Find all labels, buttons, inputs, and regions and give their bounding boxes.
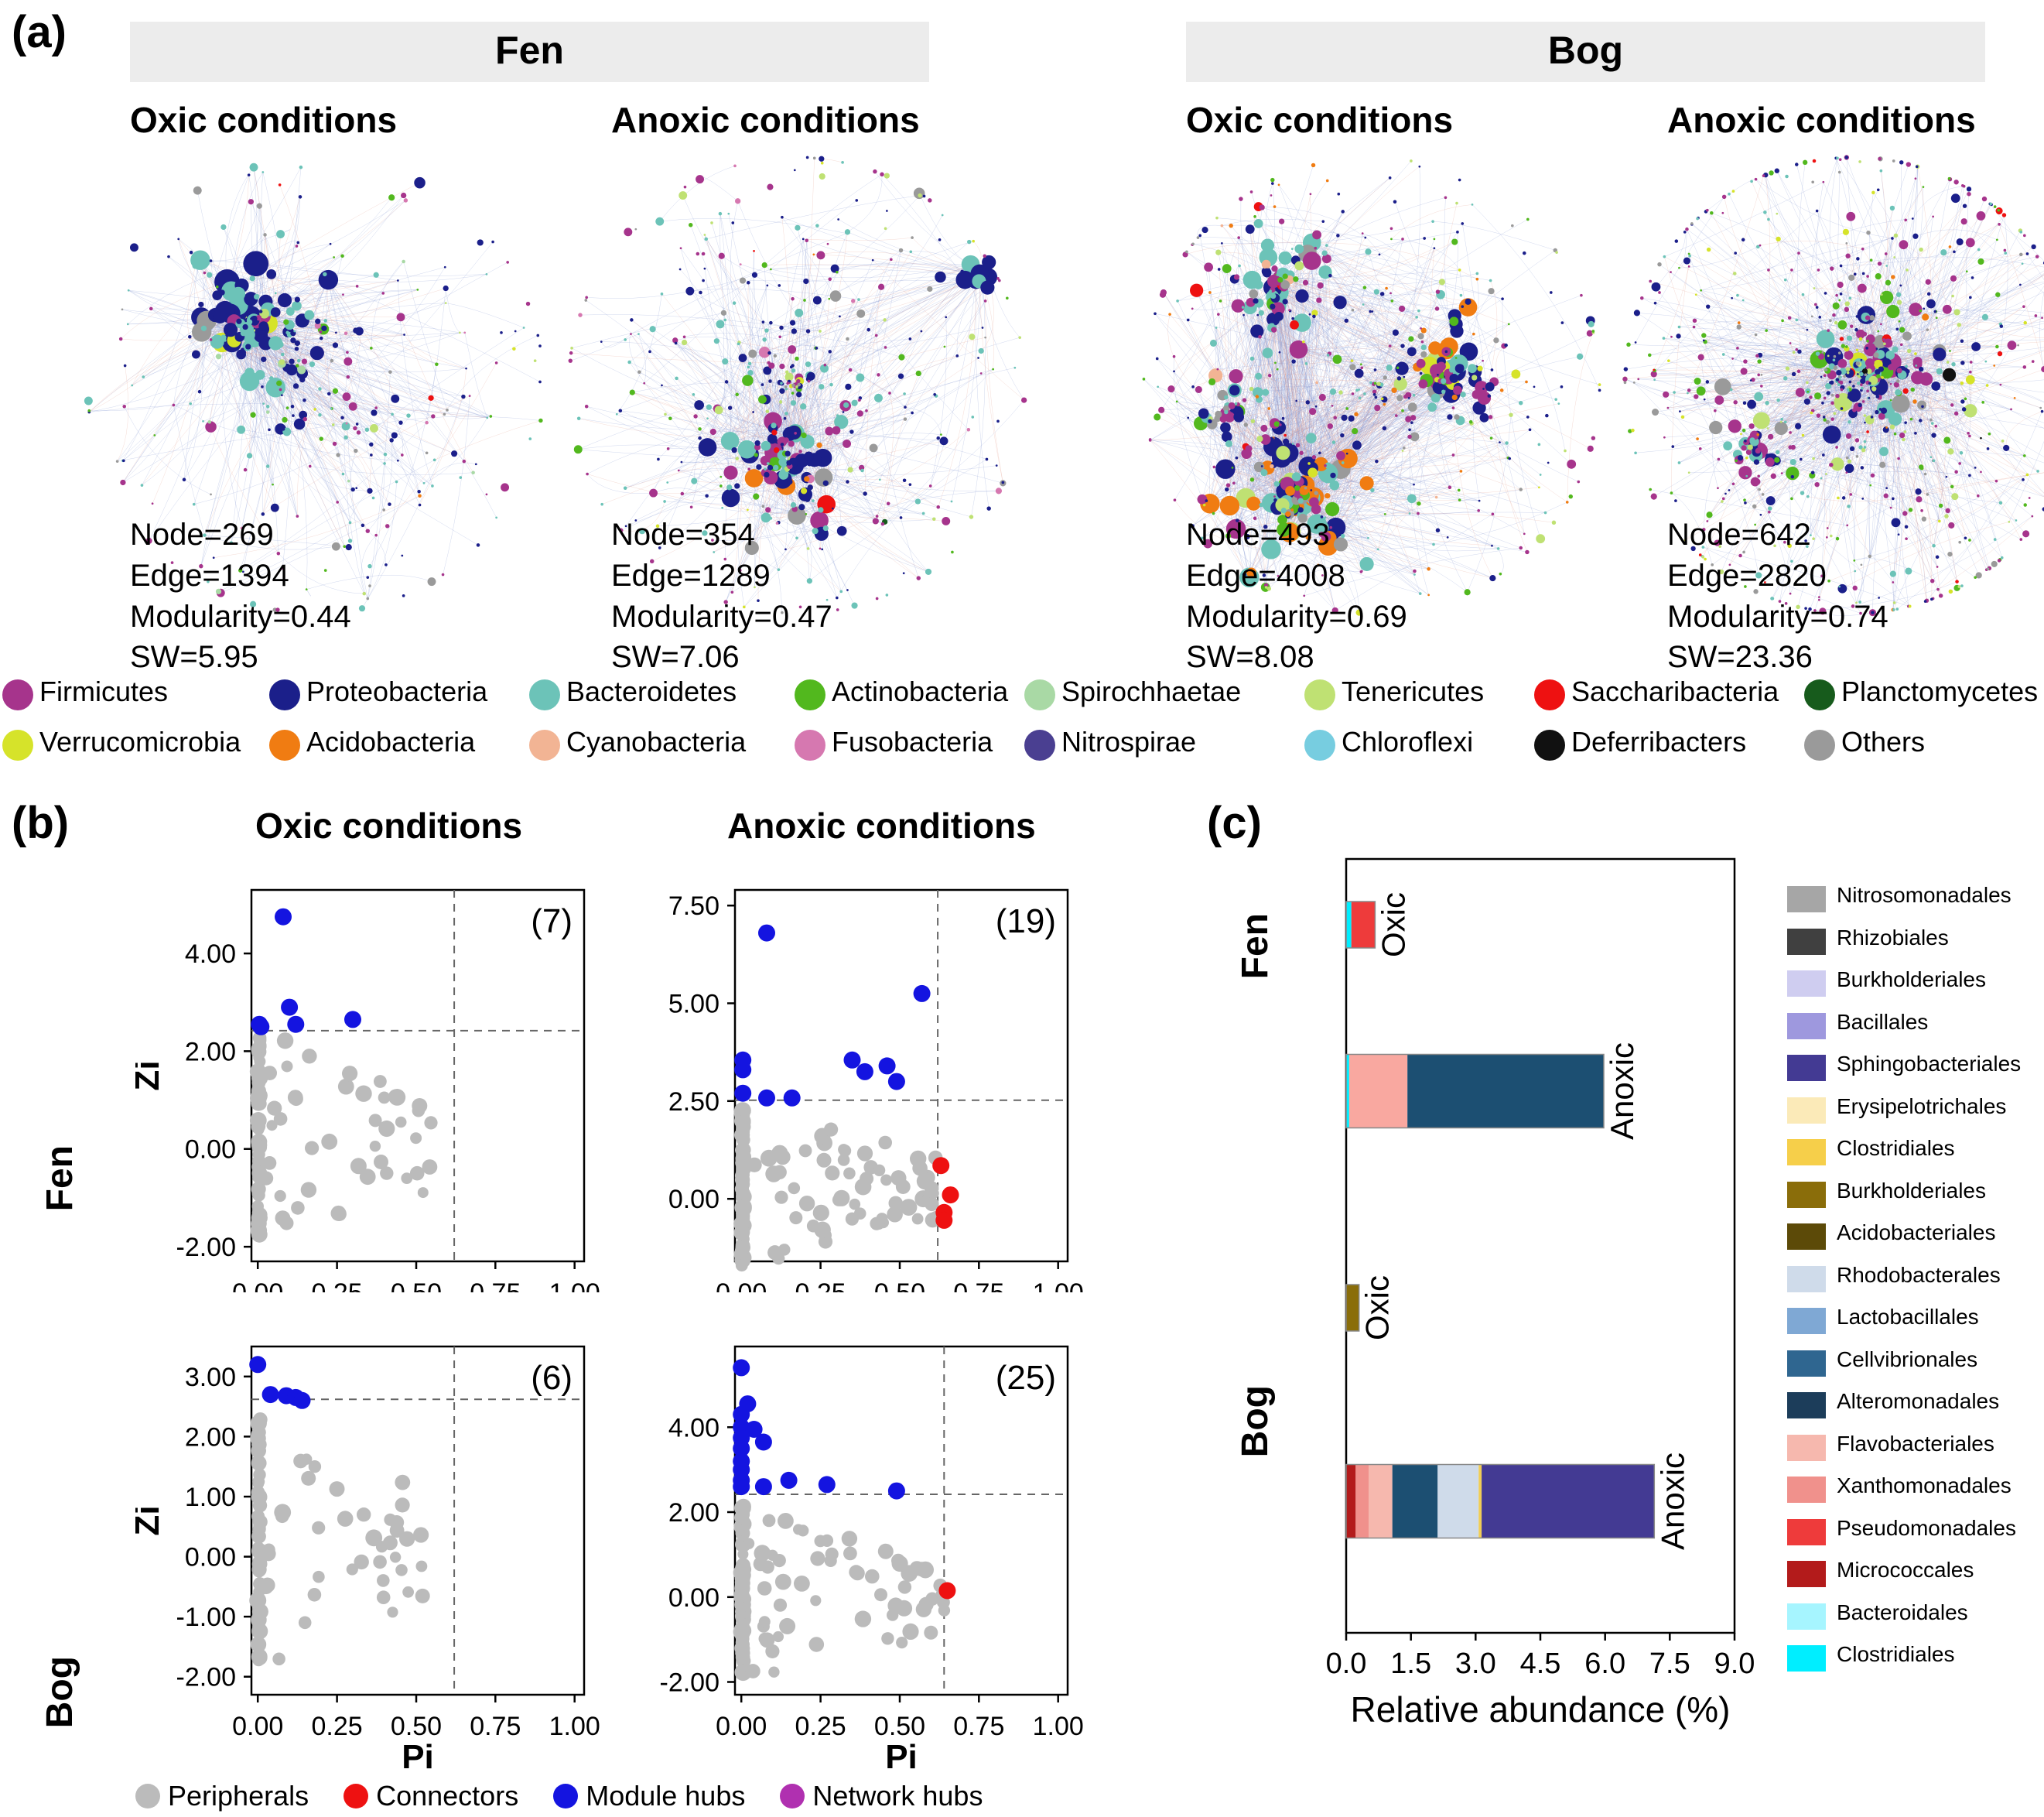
svg-text:Zi: Zi [135,1505,166,1535]
svg-text:9.0: 9.0 [1714,1648,1755,1680]
svg-text:Zi: Zi [135,1060,166,1090]
svg-text:0.00: 0.00 [185,1135,236,1165]
svg-text:4.00: 4.00 [668,1413,720,1442]
svg-text:0.00: 0.00 [232,1712,283,1741]
svg-text:0.25: 0.25 [312,1712,363,1741]
svg-text:0.50: 0.50 [874,1278,925,1292]
svg-text:1.00: 1.00 [1033,1712,1084,1741]
svg-text:0.75: 0.75 [470,1278,521,1292]
svg-text:Relative abundance (%): Relative abundance (%) [1351,1689,1731,1730]
svg-text:0.75: 0.75 [470,1712,521,1741]
svg-text:(25): (25) [996,1359,1056,1397]
svg-text:1.00: 1.00 [1033,1278,1084,1292]
svg-text:4.00: 4.00 [185,939,236,969]
svg-text:1.00: 1.00 [185,1483,236,1512]
svg-text:2.00: 2.00 [185,1037,236,1066]
svg-text:Oxic: Oxic [1375,892,1411,957]
svg-text:(6): (6) [531,1359,573,1397]
svg-text:0.50: 0.50 [874,1712,925,1741]
svg-text:0.0: 0.0 [1326,1648,1367,1680]
svg-text:Pi: Pi [885,1738,918,1776]
svg-text:Anoxic: Anoxic [1654,1453,1690,1550]
svg-text:Oxic: Oxic [1359,1275,1396,1340]
svg-text:7.5: 7.5 [1649,1648,1690,1680]
svg-text:1.00: 1.00 [549,1278,600,1292]
svg-text:0.00: 0.00 [668,1185,720,1214]
svg-text:0.00: 0.00 [716,1712,767,1741]
svg-text:0.25: 0.25 [312,1278,363,1292]
svg-text:0.00: 0.00 [716,1278,767,1292]
svg-text:3.0: 3.0 [1455,1648,1496,1680]
svg-text:-2.00: -2.00 [176,1663,237,1692]
svg-text:(7): (7) [531,902,573,940]
svg-text:-2.00: -2.00 [660,1668,720,1698]
svg-text:(19): (19) [996,902,1056,940]
svg-text:2.50: 2.50 [668,1087,720,1117]
svg-text:0.50: 0.50 [391,1712,442,1741]
svg-text:-2.00: -2.00 [176,1233,237,1262]
svg-text:Pi: Pi [402,1738,434,1776]
svg-text:6.0: 6.0 [1584,1648,1625,1680]
svg-text:7.50: 7.50 [668,891,720,921]
svg-text:5.00: 5.00 [668,990,720,1019]
svg-text:2.00: 2.00 [668,1498,720,1528]
svg-text:0.00: 0.00 [232,1278,283,1292]
svg-text:0.25: 0.25 [795,1278,846,1292]
svg-text:1.5: 1.5 [1390,1648,1431,1680]
svg-text:0.75: 0.75 [953,1278,1004,1292]
svg-text:4.5: 4.5 [1520,1648,1561,1680]
svg-text:0.50: 0.50 [391,1278,442,1292]
svg-text:Anoxic: Anoxic [1604,1042,1640,1140]
svg-text:0.25: 0.25 [795,1712,846,1741]
svg-text:2.00: 2.00 [185,1422,236,1452]
svg-text:0.00: 0.00 [185,1543,236,1572]
svg-text:1.00: 1.00 [549,1712,600,1741]
svg-text:0.75: 0.75 [953,1712,1004,1741]
svg-text:0.00: 0.00 [668,1583,720,1613]
svg-text:-1.00: -1.00 [176,1603,237,1632]
svg-text:3.00: 3.00 [185,1363,236,1392]
